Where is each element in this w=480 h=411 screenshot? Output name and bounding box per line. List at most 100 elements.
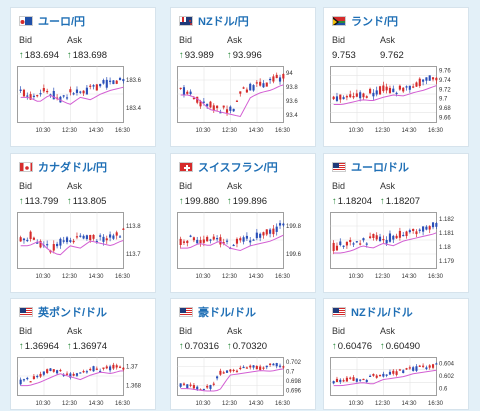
candle-body — [102, 80, 105, 84]
candle-body — [365, 96, 368, 98]
candle-body — [59, 369, 62, 372]
candle-body — [72, 373, 75, 376]
pair-title-text[interactable]: スイスフラン/円 — [198, 162, 278, 174]
moving-average-line — [180, 234, 284, 252]
y-tick-label: 93.8 — [286, 85, 298, 91]
pair-title[interactable]: 英ポンド/ドル — [19, 304, 107, 320]
candle-body — [99, 84, 102, 87]
pair-title-text[interactable]: NZドル/円 — [198, 16, 249, 28]
candle-body — [335, 96, 339, 101]
up-arrow-icon: ↑ — [227, 341, 232, 352]
pair-title[interactable]: カナダドル/円 — [19, 159, 107, 175]
candle-body — [355, 93, 358, 97]
pair-title[interactable]: ランド/円 — [332, 13, 398, 29]
rate-card-nzd-jpy[interactable]: NZドル/円 Bid Ask ↑93.989 ↑93.996 94 93.8 93.6 93.4… — [170, 7, 316, 147]
pair-title-text[interactable]: カナダドル/円 — [38, 162, 108, 174]
price-chart: 113.8 113.7 10:30 12:30 14:30 16:30 — [17, 212, 141, 280]
ask-value: ↑113.805 — [67, 196, 106, 207]
candle-body — [72, 93, 75, 95]
candle-body — [255, 365, 258, 370]
rate-card-aud-usd[interactable]: 豪ドル/ドル Bid Ask ↑0.70316 ↑0.70320 0.702 0.7 0.69… — [170, 298, 316, 410]
pair-title[interactable]: NZドル/円 — [179, 13, 249, 29]
x-tick-label: 12:30 — [222, 401, 238, 407]
candle-body — [196, 386, 199, 390]
pair-title[interactable]: ユーロ/円 — [19, 13, 85, 29]
candle-body — [196, 239, 199, 244]
pair-title[interactable]: スイスフラン/円 — [179, 159, 278, 175]
candle-body — [182, 241, 186, 243]
rate-card-nzd-usd[interactable]: NZドル/ドル Bid Ask ↑0.60476 ↑0.60490 0.604 0.602 0… — [323, 298, 469, 410]
eu-flag-icon — [19, 16, 33, 26]
ask-number: 1.18207 — [385, 196, 421, 207]
ask-label: Ask — [67, 181, 83, 191]
rate-card-eur-usd[interactable]: ユーロ/ドル Bid Ask ↑1.18204 ↑1.18207 1.182 1.181 1.… — [323, 153, 469, 293]
candle-body — [102, 367, 105, 369]
candle-body — [425, 77, 428, 81]
pair-title[interactable]: ユーロ/ドル — [332, 159, 409, 175]
up-arrow-icon: ↑ — [19, 50, 24, 61]
x-tick-label: 10:30 — [196, 274, 212, 280]
candle-body — [245, 235, 248, 239]
pair-title-text[interactable]: NZドル/ドル — [351, 307, 413, 319]
candle-body — [26, 377, 29, 380]
bid-value: ↑199.880 — [179, 196, 219, 207]
x-tick-label: 16:30 — [275, 274, 291, 280]
candle-body — [85, 235, 88, 240]
bid-label: Bid — [179, 35, 193, 45]
candle-body — [79, 372, 82, 374]
pair-title-text[interactable]: ユーロ/円 — [38, 16, 86, 28]
candle-body — [65, 373, 69, 375]
up-arrow-icon: ↑ — [332, 196, 337, 207]
candle-body — [115, 232, 118, 236]
rate-card-gbp-usd[interactable]: 英ポンド/ドル Bid Ask ↑1.36964 ↑1.36974 1.37 1.368 10… — [10, 298, 156, 410]
candle-body — [342, 97, 345, 100]
candle-body — [26, 95, 29, 97]
x-tick-label: 14:30 — [402, 401, 418, 407]
candle-body — [408, 367, 411, 369]
candle-body — [202, 239, 205, 243]
candle-body — [189, 91, 192, 95]
price-chart: 9.76 9.74 9.72 9.7 9.68 9.66 10:30 12:30 14:30 16… — [330, 66, 451, 134]
rate-card-cad-jpy[interactable]: カナダドル/円 Bid Ask ↑113.799 ↑113.805 113.8 113.7 1… — [10, 153, 156, 293]
pair-title[interactable]: NZドル/ドル — [332, 304, 413, 320]
pair-title-text[interactable]: 英ポンド/ドル — [38, 307, 108, 319]
candle-body — [82, 371, 85, 373]
candle-body — [85, 371, 88, 373]
ask-value: ↑183.698 — [67, 50, 107, 61]
bid-value: ↑1.36964 — [19, 341, 59, 352]
candle-body — [435, 363, 438, 365]
candle-body — [225, 370, 229, 373]
candle-body — [252, 85, 255, 91]
candle-body — [265, 365, 268, 368]
pair-title-text[interactable]: ランド/円 — [351, 16, 399, 28]
candle-body — [332, 381, 335, 384]
y-tick-label: 9.68 — [439, 106, 451, 112]
rate-card-zar-jpy[interactable]: ランド/円 Bid Ask 9.753 9.762 9.76 9.74 9.72 9.7 9.68… — [323, 7, 469, 147]
rate-card-eur-jpy[interactable]: ユーロ/円 Bid Ask ↑183.694 ↑183.698 183.6 183.4 10:… — [10, 7, 156, 147]
x-tick-label: 14:30 — [249, 274, 265, 280]
candle-body — [209, 101, 212, 108]
candle-body — [95, 368, 98, 370]
candle-body — [82, 90, 85, 94]
candle-body — [186, 240, 189, 244]
candle-body — [92, 366, 95, 372]
candle-body — [339, 241, 342, 246]
candle-body — [122, 79, 125, 82]
pair-title[interactable]: 豪ドル/ドル — [179, 304, 256, 320]
bid-value: ↑183.694 — [19, 50, 59, 61]
ask-number: 199.896 — [232, 196, 268, 207]
candle-body — [79, 235, 82, 237]
bid-number: 183.694 — [24, 50, 60, 61]
rate-card-chf-jpy[interactable]: スイスフラン/円 Bid Ask ↑199.880 ↑199.896 199.8 199.6… — [170, 153, 316, 293]
candle-body — [332, 242, 335, 251]
candle-body — [262, 83, 265, 88]
pair-title-text[interactable]: ユーロ/ドル — [351, 162, 410, 174]
candle-body — [345, 377, 348, 382]
candle-body — [388, 233, 392, 242]
candle-body — [355, 378, 358, 382]
moving-average-line — [20, 86, 124, 105]
candle-body — [422, 226, 425, 232]
candle-body — [425, 367, 428, 369]
pair-title-text[interactable]: 豪ドル/ドル — [198, 307, 257, 319]
candle-body — [422, 365, 425, 367]
